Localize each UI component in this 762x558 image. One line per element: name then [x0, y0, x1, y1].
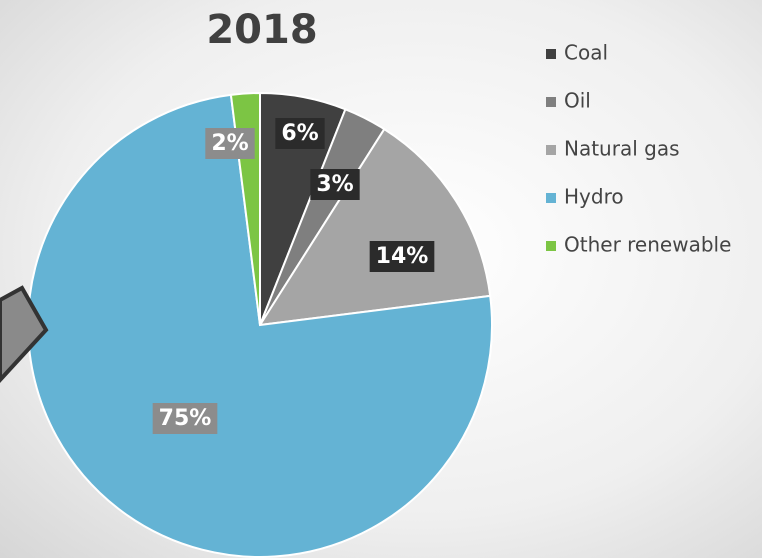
pie-slice — [258, 127, 492, 327]
legend-swatch — [546, 145, 556, 155]
legend-label: Oil — [564, 89, 591, 113]
legend-swatch — [546, 193, 556, 203]
legend-swatch — [546, 241, 556, 251]
data-label: 14% — [376, 244, 429, 269]
decoration — [0, 285, 49, 383]
data-label-box — [205, 128, 255, 159]
data-label-box — [275, 118, 325, 149]
data-label-box — [310, 169, 360, 200]
legend-label: Other renewable — [564, 233, 731, 257]
legend-swatch — [546, 49, 556, 59]
data-label-box — [369, 241, 435, 272]
data-labels: 6% 3% 14% 75% 2% — [152, 118, 435, 434]
chart-title: 2018 — [206, 7, 317, 53]
legend-swatch — [546, 97, 556, 107]
data-label-box — [152, 403, 218, 434]
data-label: 75% — [159, 406, 212, 431]
legend-label: Natural gas — [564, 137, 680, 161]
legend-label: Coal — [564, 41, 608, 65]
data-label: 3% — [316, 172, 353, 197]
legend-label: Hydro — [564, 185, 624, 209]
pie — [27, 91, 493, 558]
data-label: 6% — [281, 121, 318, 146]
data-label: 2% — [211, 131, 248, 156]
pie-slice — [27, 93, 493, 558]
legend: Coal Oil Natural gas Hydro Other renewable — [546, 41, 731, 257]
